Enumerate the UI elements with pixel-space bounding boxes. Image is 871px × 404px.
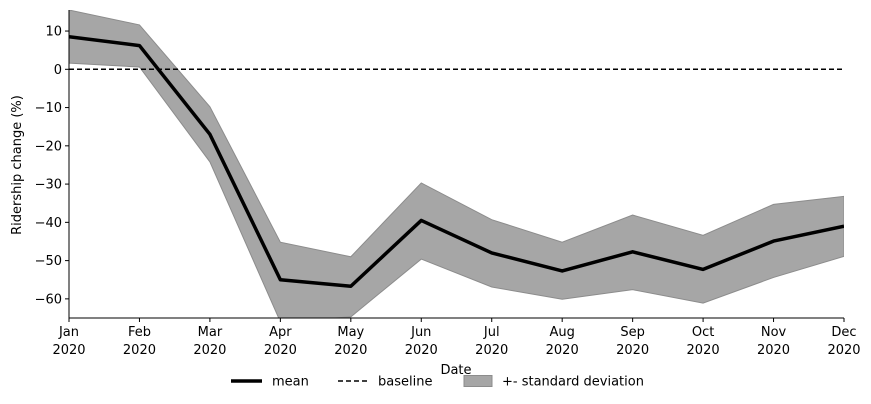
y-tick-label: −40 [35,216,62,231]
x-tick-label-month: Jan [58,325,79,340]
std-band [69,10,844,318]
legend-band-label: +- standard deviation [502,375,644,390]
y-tick-label: 10 [45,25,62,40]
x-tick-label-year: 2020 [546,343,579,358]
x-tick-label-year: 2020 [687,343,720,358]
x-tick-label-month: Dec [831,325,856,340]
legend-mean-label: mean [272,375,309,390]
x-tick-label-month: Mar [198,325,223,340]
x-tick-label-month: May [337,325,364,340]
x-tick-label-month: Apr [269,325,292,340]
x-tick-label-year: 2020 [123,343,156,358]
y-tick-label: 0 [54,63,62,78]
x-tick-label-year: 2020 [334,343,367,358]
x-tick-label-month: Sep [620,325,645,340]
plot-area [69,10,844,318]
y-tick-label: −60 [35,292,62,307]
x-tick-label-month: Jul [483,325,500,340]
legend-band-swatch [463,375,493,387]
x-tick-label-year: 2020 [616,343,649,358]
axes: 10 0 −10 −20 −30 −40 −50 −60 Jan 2020 Feb 2020 Mar 20… [35,10,861,358]
x-tick-label-year: 2020 [264,343,297,358]
y-tick-label: −20 [35,139,62,154]
y-tick-label: −50 [35,254,62,269]
x-tick-label-month: Jun [410,325,431,340]
x-tick-label-year: 2020 [827,343,860,358]
x-tick-label-month: Aug [549,325,574,340]
x-tick-label-year: 2020 [475,343,508,358]
x-axis-label: Date [440,363,471,378]
y-tick-label: −10 [35,101,62,116]
y-axis-label: Ridership change (%) [10,95,25,235]
x-tick-label-month: Oct [692,325,714,340]
x-tick-label-year: 2020 [52,343,85,358]
x-tick-label-year: 2020 [405,343,438,358]
x-tick-label-month: Feb [128,325,151,340]
y-tick-label: −30 [35,178,62,193]
x-tick-label-month: Nov [761,325,787,340]
plot-clip-group [69,10,844,318]
x-tick-label-year: 2020 [757,343,790,358]
legend-baseline-label: baseline [378,375,432,390]
x-tick-label-year: 2020 [193,343,226,358]
legend: mean baseline +- standard deviation [231,375,644,390]
series-line-mean [69,35,844,288]
